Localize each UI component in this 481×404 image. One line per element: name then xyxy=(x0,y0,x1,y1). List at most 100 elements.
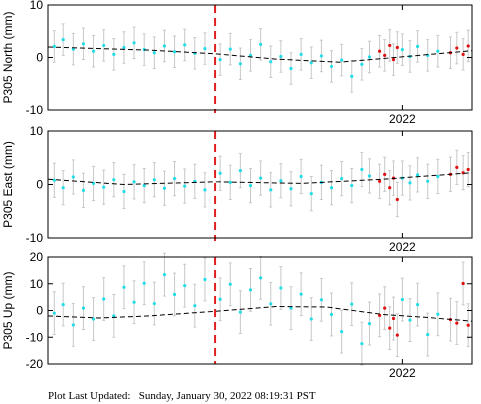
data-point xyxy=(248,288,253,292)
data-point xyxy=(279,54,283,59)
data-point xyxy=(183,43,187,47)
data-point xyxy=(81,306,86,310)
data-point xyxy=(259,176,263,180)
y-axis-label: P305 East (mm) xyxy=(1,141,15,228)
data-point xyxy=(269,188,273,192)
data-point xyxy=(52,178,56,182)
data-point xyxy=(309,317,313,321)
data-point xyxy=(340,330,344,334)
data-point xyxy=(436,49,440,53)
recent-data-point xyxy=(461,281,465,286)
data-point xyxy=(203,46,207,51)
recent-data-point xyxy=(395,45,399,50)
data-point xyxy=(360,342,364,346)
data-point xyxy=(436,312,440,316)
data-point xyxy=(415,303,420,307)
data-point xyxy=(132,300,136,304)
data-point xyxy=(367,174,372,178)
y-tick-label: -10 xyxy=(26,330,44,344)
data-point xyxy=(102,297,106,301)
plot-updated-label: Plot Last Updated: xyxy=(48,390,131,402)
recent-data-point xyxy=(383,53,387,58)
data-point xyxy=(172,177,177,181)
plot-frame xyxy=(47,256,473,365)
recent-data-point xyxy=(395,333,399,337)
data-point xyxy=(279,179,283,183)
data-point xyxy=(102,185,106,189)
data-point xyxy=(367,55,372,59)
data-point xyxy=(248,183,253,188)
data-point xyxy=(203,188,207,192)
data-point xyxy=(122,189,126,194)
data-point xyxy=(122,285,126,289)
data-point xyxy=(289,66,293,71)
data-point xyxy=(61,186,65,190)
data-point xyxy=(162,186,167,190)
data-point xyxy=(289,306,293,310)
recent-data-point xyxy=(388,43,392,48)
plot-updated-footer: Plot Last Updated: Sunday, January 30, 2… xyxy=(48,390,316,402)
data-point xyxy=(340,177,344,181)
data-point xyxy=(162,44,167,48)
data-point xyxy=(122,45,126,50)
data-point xyxy=(299,174,303,179)
y-tick-label: -20 xyxy=(26,357,44,371)
recent-data-point xyxy=(388,326,392,330)
data-point xyxy=(426,332,430,337)
data-point xyxy=(218,171,222,175)
data-point xyxy=(132,180,136,184)
chart-panel-3: -20 -10 0 10 20 2022 P305 Up (mm) xyxy=(1,250,473,380)
recent-data-point xyxy=(455,165,459,169)
recent-data-point xyxy=(466,167,470,172)
data-point xyxy=(61,38,65,42)
data-point xyxy=(340,58,344,62)
data-point xyxy=(81,42,86,46)
data-point xyxy=(436,174,440,179)
data-point xyxy=(218,297,222,301)
data-point xyxy=(228,47,232,51)
data-point xyxy=(102,43,106,48)
data-point xyxy=(319,54,323,58)
data-point xyxy=(132,41,136,45)
recent-data-point xyxy=(391,316,396,321)
data-point xyxy=(183,184,187,188)
data-point xyxy=(203,277,207,282)
data-point xyxy=(71,175,75,179)
recent-data-point xyxy=(388,186,392,190)
data-point xyxy=(52,311,56,315)
chart-panel-1: -10 0 10 2022 P305 North (mm) xyxy=(1,0,473,126)
data-point xyxy=(152,178,156,182)
x-tick-label: 2022 xyxy=(389,240,416,254)
data-point xyxy=(408,318,412,322)
plot-frame xyxy=(47,130,473,239)
data-point xyxy=(279,286,283,290)
trend-line xyxy=(47,46,473,63)
data-point xyxy=(415,44,420,49)
data-point xyxy=(71,323,75,327)
data-point xyxy=(91,317,96,321)
data-point xyxy=(228,282,232,286)
trend-line xyxy=(47,305,473,322)
data-point xyxy=(142,281,146,285)
recent-data-point xyxy=(383,172,387,176)
data-point xyxy=(81,188,86,192)
y-tick-label: 10 xyxy=(30,277,44,291)
data-point xyxy=(172,50,177,54)
recent-data-point xyxy=(455,46,459,50)
data-point xyxy=(360,62,364,66)
data-point xyxy=(415,173,420,177)
data-point xyxy=(248,53,253,58)
y-tick-label: 20 xyxy=(30,250,44,264)
data-point xyxy=(319,298,323,302)
data-point xyxy=(61,303,65,307)
y-axis-label: P305 Up (mm) xyxy=(1,271,15,349)
data-point xyxy=(259,42,263,46)
data-point xyxy=(238,62,242,66)
data-point xyxy=(152,301,156,306)
data-point xyxy=(218,58,222,62)
data-point xyxy=(228,180,232,184)
data-point xyxy=(269,60,273,64)
data-point xyxy=(408,181,412,185)
recent-data-point xyxy=(383,306,387,310)
y-tick-label: 10 xyxy=(30,0,44,12)
